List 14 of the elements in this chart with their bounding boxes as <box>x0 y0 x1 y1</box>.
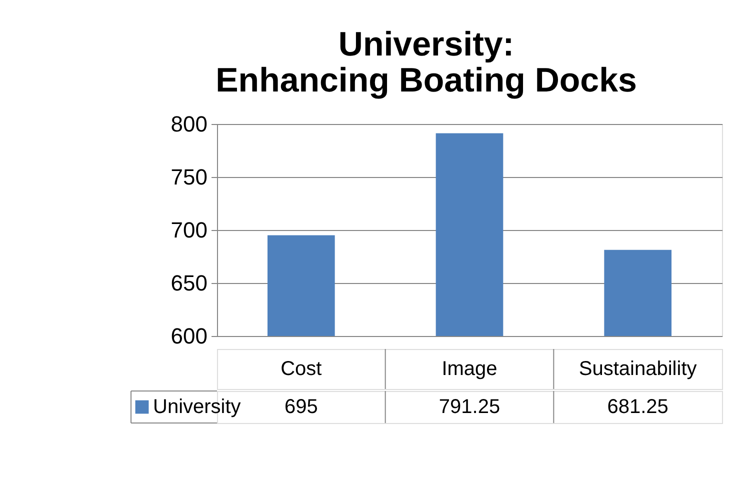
data-label: 681.25 <box>607 396 668 418</box>
y-tick-label: 600 <box>170 324 208 348</box>
text: University: <box>338 26 514 64</box>
y-tick-label: 650 <box>170 270 208 296</box>
text: Enhancing Boating Docks <box>216 62 637 100</box>
legend-label: University <box>153 396 241 418</box>
x-tick-label: Sustainability <box>578 358 697 380</box>
y-tick-label: 750 <box>170 164 208 190</box>
x-tick-label: Image <box>442 358 498 380</box>
y-tick-label: 700 <box>170 218 208 242</box>
x-tick-label: Cost <box>280 358 322 380</box>
data-label: 791.25 <box>438 396 500 418</box>
data-label: 695 <box>284 396 318 418</box>
y-tick-label: 800 <box>170 112 208 136</box>
